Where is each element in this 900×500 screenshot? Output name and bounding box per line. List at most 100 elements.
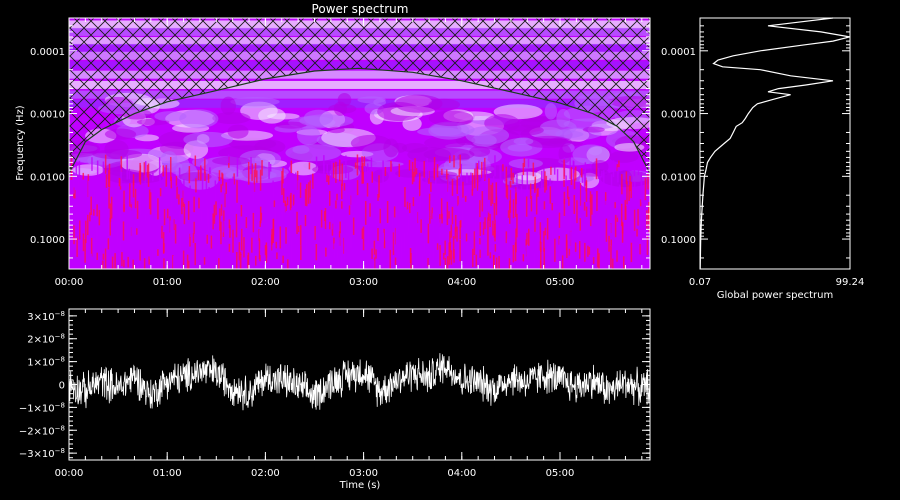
spectrum-noise	[237, 208, 239, 224]
spectrum-noise	[481, 212, 484, 229]
spectrum-noise	[102, 161, 105, 181]
spectrum-noise	[302, 233, 304, 258]
spectrum-noise	[441, 168, 443, 175]
spectrum-noise	[428, 252, 431, 269]
spectrum-band	[69, 70, 650, 79]
spectrum-noise	[380, 234, 383, 257]
spectrum-noise	[139, 165, 142, 185]
spectrum-noise	[464, 195, 467, 202]
spectrum-noise	[523, 192, 526, 217]
spectrum-noise	[527, 237, 530, 262]
spectrum-noise	[130, 188, 132, 205]
spectrum-noise	[525, 196, 528, 217]
spectrum-noise	[128, 168, 131, 180]
global-spectrum-ytick-label: 0.0100	[661, 172, 696, 183]
spectrum-noise	[348, 205, 351, 215]
spectrum-noise	[152, 172, 154, 182]
spectrum-noise	[132, 174, 135, 186]
spectrum-noise	[556, 251, 559, 268]
spectrum-noise	[102, 253, 105, 260]
spectrum-noise	[245, 193, 247, 209]
spectrum-noise	[479, 200, 481, 218]
spectrum-noise	[268, 231, 270, 240]
spectrum-noise	[367, 224, 370, 248]
spectrum-noise	[459, 154, 461, 173]
spectrum-noise	[290, 192, 292, 208]
spectrum-noise	[494, 223, 496, 237]
spectrum-noise	[269, 210, 271, 219]
spectrum-noise	[205, 175, 208, 195]
spectrum-noise	[282, 255, 284, 264]
spectrum-noise	[498, 255, 500, 269]
spectrum-noise	[391, 163, 393, 179]
spectrum-noise	[285, 227, 287, 244]
spectrum-cell	[350, 134, 392, 152]
spectrum-noise	[220, 221, 222, 245]
spectrum-noise	[616, 194, 619, 218]
spectrum-noise	[363, 156, 366, 167]
spectrum-noise	[390, 241, 393, 249]
spectrum-noise	[152, 188, 155, 208]
spectrum-noise	[307, 182, 310, 204]
spectrum-noise	[356, 180, 359, 196]
spectrum-noise	[223, 210, 225, 221]
spectrum-noise	[338, 237, 340, 257]
spectrum-noise	[627, 221, 630, 231]
spectrum-noise	[526, 170, 529, 192]
spectrum-noise	[482, 221, 485, 235]
spectrum-noise	[448, 187, 450, 207]
spectrum-noise	[123, 259, 125, 268]
spectrum-noise	[220, 184, 222, 193]
spectrum-noise	[533, 252, 536, 269]
spectrum-noise	[122, 221, 125, 241]
spectrum-noise	[487, 211, 490, 221]
spectrum-noise	[101, 244, 104, 257]
spectrum-noise	[358, 233, 360, 255]
spectrum-noise	[505, 231, 508, 244]
spectrum-noise	[475, 216, 477, 240]
spectrum-noise	[73, 172, 75, 194]
spectrum-ytick-label: 0.0100	[30, 172, 65, 183]
spectrum-noise	[591, 194, 593, 215]
spectrum-noise	[414, 158, 416, 169]
spectrum-noise	[159, 177, 161, 196]
spectrum-noise	[219, 208, 221, 231]
spectrum-noise	[89, 212, 91, 222]
spectrum-noise	[110, 196, 113, 219]
spectrum-noise	[96, 160, 99, 177]
spectrum-noise	[86, 238, 89, 251]
spectrum-noise	[312, 173, 314, 189]
spectrum-noise	[104, 248, 107, 269]
spectrum-noise	[488, 178, 490, 200]
spectrum-noise	[470, 239, 472, 262]
spectrum-noise	[203, 257, 206, 265]
spectrum-noise	[352, 217, 355, 235]
spectrum-noise	[163, 258, 165, 269]
spectrum-noise	[469, 254, 472, 269]
spectrum-noise	[609, 223, 612, 234]
spectrum-noise	[524, 196, 527, 206]
spectrum-noise	[313, 202, 315, 225]
spectrum-noise	[320, 209, 323, 228]
spectrum-cell	[154, 111, 187, 122]
spectrum-noise	[570, 193, 572, 201]
spectrum-noise	[96, 227, 99, 242]
spectrum-cell	[507, 144, 533, 152]
spectrum-noise	[447, 174, 449, 197]
spectrum-noise	[112, 201, 115, 213]
spectrum-noise	[534, 217, 536, 232]
spectrum-noise	[147, 163, 150, 187]
spectrum-noise	[426, 158, 428, 170]
spectrum-noise	[265, 230, 268, 237]
spectrum-noise	[326, 164, 328, 175]
spectrum-noise	[123, 190, 125, 212]
spectrum-noise	[506, 160, 509, 171]
spectrum-noise	[583, 171, 586, 193]
spectrum-noise	[247, 161, 250, 185]
spectrum-noise	[366, 182, 369, 197]
spectrum-noise	[519, 225, 522, 232]
spectrum-noise	[104, 154, 107, 174]
spectrum-noise	[494, 244, 497, 252]
spectrum-noise	[327, 175, 330, 185]
spectrum-noise	[597, 248, 599, 268]
